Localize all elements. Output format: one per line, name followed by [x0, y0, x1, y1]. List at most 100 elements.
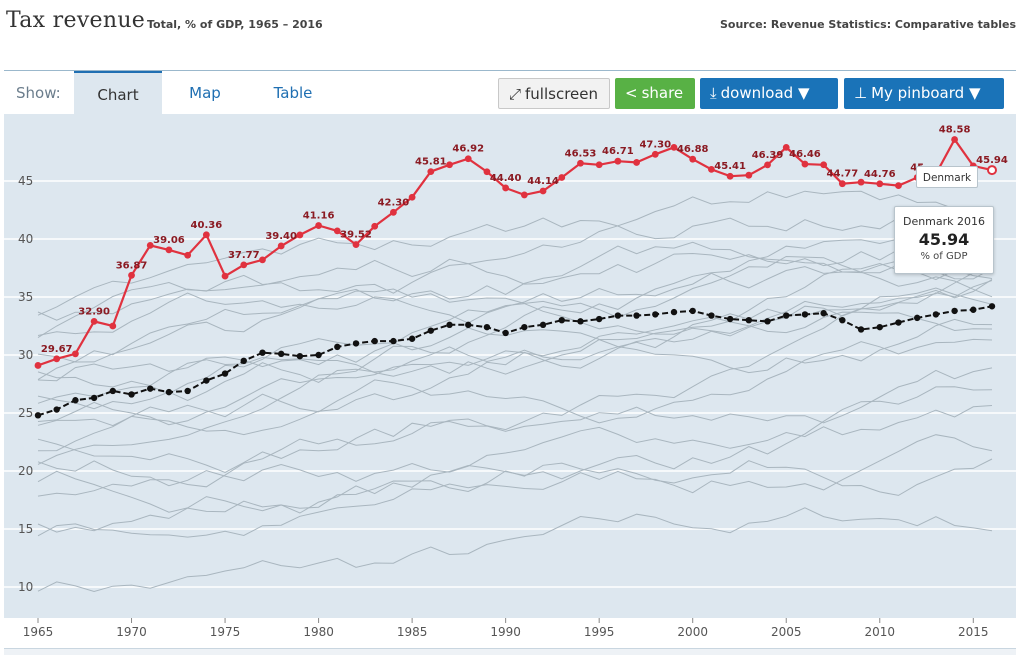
share-label: share	[641, 84, 684, 102]
average-series-point	[53, 406, 60, 413]
average-series-point	[427, 327, 435, 334]
highlight-series-point	[371, 222, 379, 230]
highlight-series-point	[726, 172, 734, 180]
tab-map[interactable]: Map	[189, 84, 221, 102]
average-series-point	[539, 321, 547, 329]
average-series-point	[521, 323, 528, 331]
data-label: 32.90	[78, 306, 110, 317]
data-label: 46.46	[789, 149, 821, 160]
highlight-series-point	[708, 166, 715, 173]
highlight-series-point	[464, 155, 472, 163]
highlight-series-point	[895, 182, 902, 190]
highlight-series-point	[987, 165, 997, 176]
average-series-point	[34, 412, 42, 419]
highlight-series-point	[53, 355, 61, 363]
pinboard-button[interactable]: ⊥ My pinboard ▼	[844, 78, 1004, 109]
highlight-series-point	[876, 180, 884, 188]
background-series-line	[37, 458, 993, 513]
background-series-line	[37, 262, 993, 404]
average-series-point	[334, 343, 341, 351]
highlight-series-point	[520, 191, 528, 199]
average-series-point	[240, 357, 247, 364]
data-label: 46.53	[565, 148, 597, 159]
chart-plot-area[interactable]	[4, 114, 1016, 618]
y-tick-label: 25	[18, 406, 33, 420]
x-tick-label: 1965	[23, 625, 54, 639]
average-series-point	[820, 310, 827, 317]
average-series-point	[689, 307, 696, 315]
average-series-point	[764, 318, 771, 325]
average-series-point	[72, 397, 79, 404]
highlight-series-point	[165, 246, 173, 254]
average-series-point	[801, 311, 809, 318]
highlight-series-point	[951, 136, 958, 143]
background-series-line	[37, 434, 993, 538]
background-series-line	[37, 190, 993, 321]
average-series-point	[352, 340, 360, 347]
hover-label: Denmark	[916, 166, 978, 188]
download-button[interactable]: ⤓ download ▼	[700, 78, 838, 109]
data-label: 44.76	[864, 169, 896, 180]
tab-chart[interactable]: Chart	[74, 71, 162, 115]
highlight-series-point	[764, 161, 771, 169]
background-series-line	[37, 287, 993, 410]
background-series-line	[37, 338, 993, 452]
highlight-series-point	[595, 161, 603, 169]
source-note[interactable]: Source: Revenue Statistics: Comparative …	[719, 18, 1016, 31]
highlight-series-point	[90, 317, 98, 325]
average-series-point	[165, 388, 173, 396]
average-series-point	[708, 312, 715, 319]
highlight-series-point	[633, 159, 640, 166]
highlight-series-point	[446, 161, 453, 169]
highlight-series-point	[72, 350, 79, 358]
data-label: 39.52	[340, 230, 372, 241]
data-label: 46.71	[602, 146, 634, 157]
highlight-series-point	[539, 187, 547, 195]
data-label: 45.94	[976, 155, 1008, 166]
share-button[interactable]: < share	[615, 78, 695, 109]
background-series-line	[37, 206, 993, 316]
tooltip-value: 45.94	[918, 230, 970, 249]
highlight-series-point	[221, 272, 229, 280]
highlight-series-point	[296, 231, 304, 239]
highlight-series-point	[146, 241, 154, 249]
average-series-point	[745, 317, 753, 324]
highlight-series-point	[558, 174, 566, 181]
background-series-line	[37, 386, 993, 533]
x-tick-label: 1985	[397, 625, 428, 639]
average-series-point	[446, 321, 453, 329]
data-label: 42.30	[378, 197, 410, 208]
data-label: 45.81	[415, 157, 447, 168]
fullscreen-button[interactable]: ⤢ fullscreen	[498, 78, 610, 109]
data-label: 29.67	[41, 344, 73, 355]
average-series-point	[595, 315, 603, 323]
y-tick-label: 30	[18, 348, 33, 362]
background-series-line	[37, 241, 993, 381]
download-label: download ▼	[720, 84, 810, 102]
pin-icon: ⊥	[854, 84, 868, 102]
chart-header: Tax revenue Total, % of GDP, 1965 – 2016…	[0, 0, 1024, 52]
highlight-series-point	[315, 222, 322, 229]
highlight-series-point	[857, 178, 865, 186]
tick-label-layer: 10 15 20 25 30 35 40 45 1965 1970 1975 1980 1985 1990…	[18, 174, 989, 639]
background-series-line	[37, 214, 993, 465]
highlight-series-point	[782, 143, 790, 151]
pinboard-label: My pinboard ▼	[871, 84, 981, 102]
share-icon: <	[625, 84, 638, 102]
tab-table[interactable]: Table	[273, 84, 313, 102]
x-tick-label: 1970	[116, 625, 147, 639]
average-series-point	[502, 329, 509, 337]
chart-subtitle: Total, % of GDP, 1965 – 2016	[147, 18, 323, 31]
average-series-point	[857, 326, 865, 333]
average-series-point	[147, 385, 154, 392]
highlight-series-point	[34, 362, 42, 369]
average-series-point	[483, 323, 491, 331]
data-label: 40.36	[191, 220, 223, 231]
average-series-point	[614, 312, 622, 319]
highlight-series-point	[502, 184, 510, 192]
tooltip-country: Denmark 2016	[902, 215, 986, 228]
data-label: 41.16	[303, 211, 335, 222]
highlight-series-point	[820, 161, 828, 169]
average-series-point	[577, 318, 584, 325]
